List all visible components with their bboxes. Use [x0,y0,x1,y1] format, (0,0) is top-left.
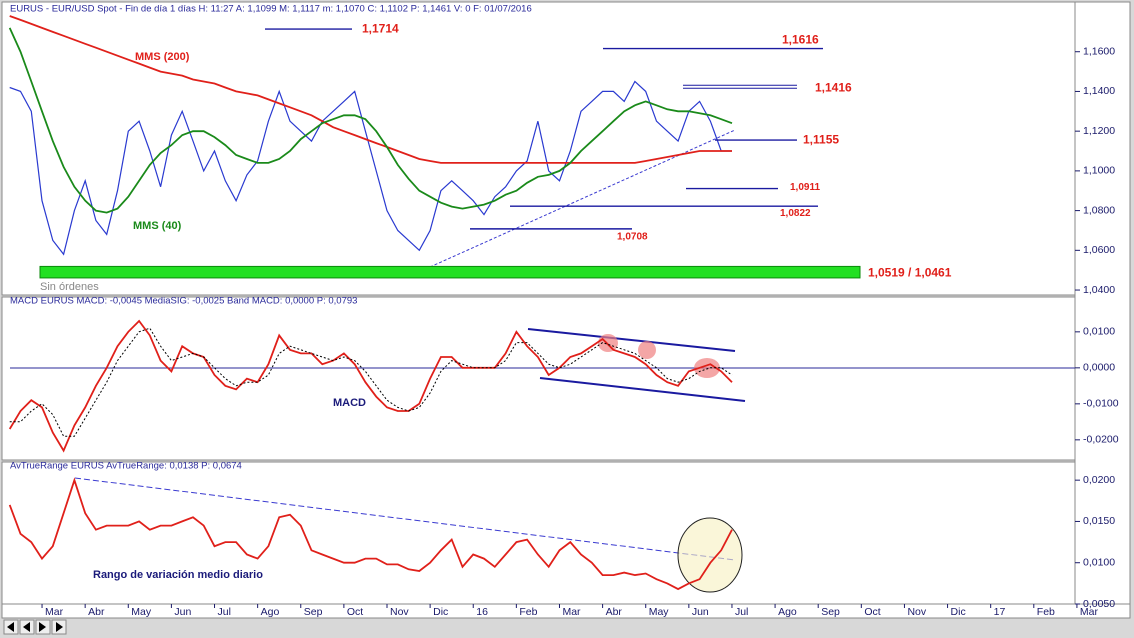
series-label: MMS (200) [135,51,190,63]
x-tick-label: Ago [778,606,797,618]
y-tick-label: 1,1600 [1083,46,1115,58]
series-line [8,319,733,453]
panel-header: AvTrueRange EURUS AvTrueRange: 0,0138 P:… [10,461,242,472]
series-label: MMS (40) [133,220,182,232]
panel-header: EURUS - EUR/USD Spot - Fin de día 1 días… [10,4,532,15]
highlight [598,334,618,352]
series-line [9,80,732,256]
level-label: 1,1616 [782,33,819,47]
macd-panel [1,296,1076,461]
level-label: 1,0822 [780,208,811,219]
icon [39,622,46,632]
icon [23,622,30,632]
panel-label: Rango de variación medio diario [93,569,263,581]
y-tick-label: 1,0600 [1083,244,1115,256]
panel-label: MACD [333,397,366,409]
y-tick-label: -0,0200 [1083,434,1119,446]
x-tick-label: Oct [864,606,880,618]
x-tick-label: Dic [433,606,448,618]
x-tick-label: Jun [174,606,191,618]
y-tick-label: 1,0800 [1083,204,1115,216]
series-line [9,15,732,164]
y-tick-label: 0,0100 [1083,326,1115,338]
y-tick-label: 0,0000 [1083,362,1115,374]
band-label: 1,0519 / 1,0461 [868,265,952,279]
y-tick-label: 1,1000 [1083,165,1115,177]
icon [7,622,14,632]
highlight [694,358,720,378]
highlight [677,517,743,593]
y-tick-label: 1,1200 [1083,125,1115,137]
series-line [8,27,733,214]
x-tick-label: Sep [304,606,323,618]
price-panel [1,1,1076,296]
x-tick-label: May [649,606,670,618]
y-axis-area [1074,1,1131,605]
support-band [39,265,861,279]
x-tick-label: 17 [994,606,1006,618]
x-tick-label: Feb [1037,606,1055,618]
level-label: 1,1714 [362,21,399,35]
channel-top [527,328,736,352]
level-label: 1,0911 [790,182,820,193]
x-tick-label: Mar [1080,606,1099,618]
y-tick-label: 1,1400 [1083,85,1115,97]
toolbar [3,619,67,635]
series-line [9,327,733,437]
x-tick-label: Mar [45,606,64,618]
trend-lines [10,129,1075,593]
y-tick-label: 0,0200 [1083,474,1115,486]
y-tick-label: 0,0150 [1083,515,1115,527]
x-tick-label: Oct [347,606,363,618]
x-tick-label: Jul [218,606,231,618]
level-label: 1,1416 [815,80,852,94]
x-tick-label: Dic [951,606,966,618]
x-tick-label: Nov [907,606,926,618]
y-tick-label: 0,0050 [1083,598,1115,610]
x-tick-label: May [131,606,152,618]
level-label: 1,1155 [803,132,839,146]
x-tick-label: Sep [821,606,840,618]
atr-trendline [74,477,736,561]
panel-header: MACD EURUS MACD: -0,0045 MediaSIG: -0,00… [10,296,357,307]
x-tick-label: Mar [562,606,581,618]
y-tick-label: -0,0100 [1083,398,1119,410]
y-tick-label: 1,0400 [1083,284,1115,296]
x-tick-label: Nov [390,606,409,618]
x-axis-area [1,603,1131,619]
highlight [638,341,656,359]
support-trendline [429,129,736,268]
x-tick-label: 16 [476,606,488,618]
x-tick-label: Abr [606,606,623,618]
status: Sin órdenes [40,281,99,293]
x-tick-label: Jun [692,606,709,618]
x-tick-label: Ago [261,606,280,618]
icon [56,622,63,632]
x-tick-label: Abr [88,606,105,618]
y-tick-label: 0,0100 [1083,557,1115,569]
level-label: 1,0708 [617,232,648,243]
x-tick-label: Jul [735,606,748,618]
atr-panel [1,461,1076,605]
series-line [8,477,733,591]
x-tick-label: Feb [519,606,537,618]
channel-bottom [539,377,746,402]
